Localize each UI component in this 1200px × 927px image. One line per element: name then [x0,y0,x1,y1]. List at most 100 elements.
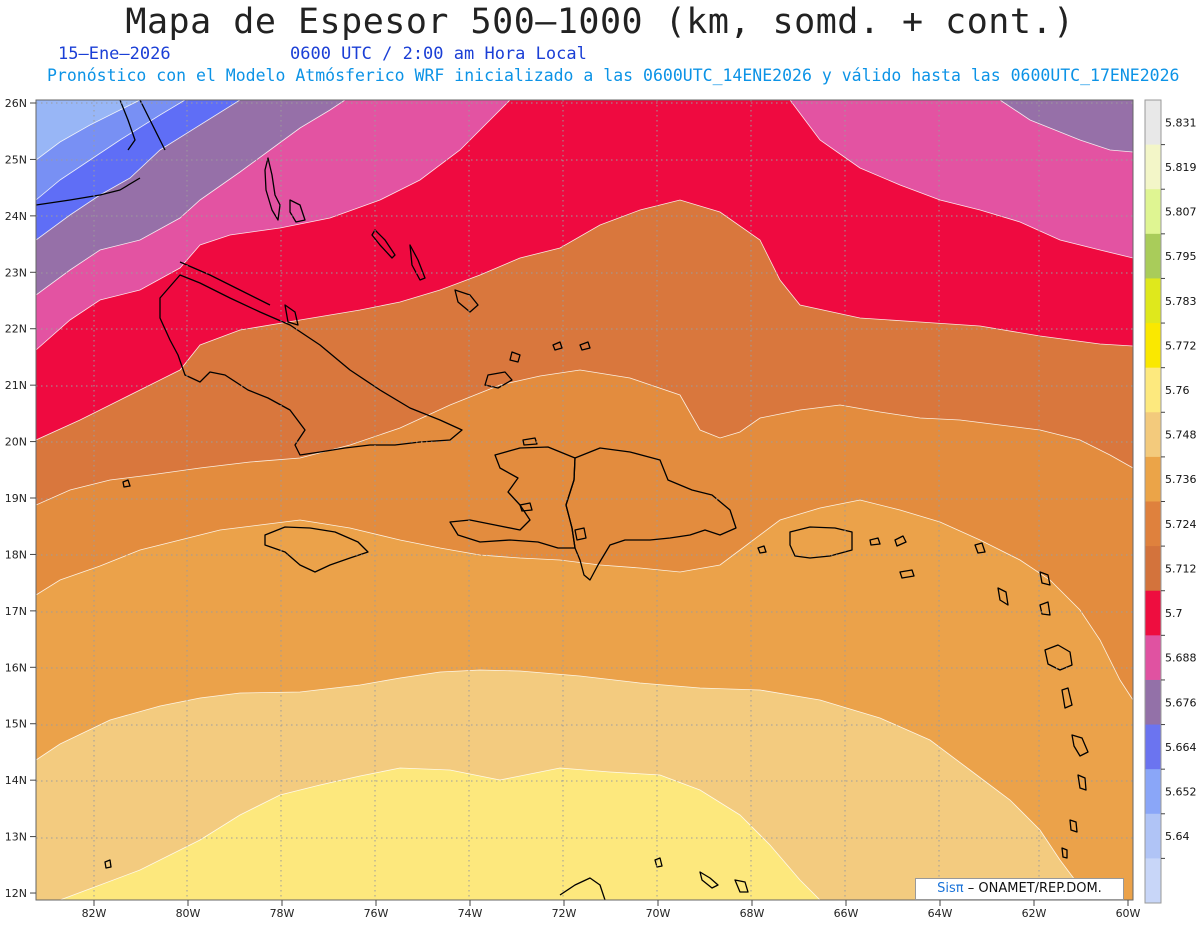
bahamas-island-4 [409,244,426,281]
lat-label-25N: 25N [5,153,27,166]
colorbar-swatch [1145,278,1161,324]
band-5748 [36,670,1085,900]
colorbar-swatch [1145,412,1161,458]
colorbar-swatch [1145,724,1161,770]
grenadines [1061,819,1078,859]
lon-label-66W: 66W [834,907,859,920]
colorbar-swatch [1145,100,1161,146]
dominican-republic-coast [565,447,737,581]
bahamas-island-1 [264,157,281,221]
lesser-antilles-5 [1039,601,1051,616]
band-5700 [36,100,1133,440]
thickness-field [36,100,1133,900]
lat-label-21N: 21N [5,379,27,392]
islet-sw-haiti [574,527,587,541]
lesser-antilles-3 [997,587,1009,606]
small-islet-2 [104,859,112,869]
lat-label-15N: 15N [5,718,27,731]
jamaica-coast [264,526,369,573]
lat-label-26N: 26N [5,97,27,110]
aruba-curacao [699,871,749,893]
colorbar-swatch [1145,233,1161,279]
lat-label-18N: 18N [5,548,27,561]
lesser-antilles-4 [1039,571,1051,586]
colorbar-level-label: 5.688 [1165,652,1197,665]
colorbar-swatch [1145,679,1161,726]
guadeloupe [1044,644,1073,671]
colorbar-level-label: 5.664 [1165,741,1197,754]
lat-label-13N: 13N [5,831,27,844]
lat-label-14N: 14N [5,774,27,787]
lon-label-64W: 64W [928,907,953,920]
florida-keys [36,177,141,206]
martinique [1071,734,1089,757]
band-5736 [36,500,1133,900]
contour-lines [36,100,1133,900]
small-islet-4 [757,545,767,554]
colorbar-level-label: 5.676 [1165,696,1197,709]
colorbar-level-label: 5.652 [1165,785,1197,798]
colorbar-swatch [1145,546,1161,592]
map-frame [35,99,1134,901]
colorbar-level-label: 5.64 [1165,830,1190,843]
lon-label-62W: 62W [1022,907,1047,920]
colorbar-level-label: 5.712 [1165,562,1197,575]
band-5652 [36,100,185,200]
band-5640 [36,100,140,160]
lon-label-80W: 80W [176,907,201,920]
lon-label-70W: 70W [646,907,671,920]
colorbar-swatch [1145,858,1161,904]
lesser-antilles-2 [974,542,986,554]
bahamas-island-6 [284,304,299,326]
map-title: Mapa de Espesor 500–1000 (km, somd. + co… [125,2,1075,42]
colorbar-level-label: 5.736 [1165,473,1197,486]
colorbar-level-label: 5.748 [1165,429,1197,442]
puerto-rico-coast [789,526,853,559]
lon-label-74W: 74W [458,907,483,920]
colorbar-level-label: 5.831 [1165,116,1197,129]
colorbar-level-label: 5.807 [1165,206,1197,219]
turks-caicos-2 [509,351,521,363]
cuba-north-cays [179,261,271,306]
caribbean-cay-1 [579,341,591,351]
colorbar-level-label: 5.772 [1165,339,1197,352]
hispaniola-islet [519,502,533,512]
graticule [36,100,1133,900]
longitude-labels: 82W 80W 78W 76W 74W 72W 70W 68W 66W 64W 62W 60W [82,900,1141,920]
colorbar-swatch [1145,189,1161,235]
model-subtitle: Pronóstico con el Modelo Atmósferico WRF… [47,66,1180,85]
colorbar-level-label: 5.76 [1165,384,1190,397]
lon-label-68W: 68W [740,907,765,920]
colorbar-swatch [1145,367,1161,413]
lesser-antilles-1 [899,569,915,579]
colombia-coast [559,877,606,900]
turks-caicos-1 [484,371,513,389]
bahamas-island-5 [454,289,479,313]
colorbar-swatch [1145,456,1161,502]
lat-label-22N: 22N [5,323,27,336]
colorbar-level-label: 5.724 [1165,518,1197,531]
tortuga-islet [522,437,538,446]
colorbar-level-label: 5.7 [1165,607,1183,620]
colorbar-swatch [1145,813,1161,859]
virgin-islands [869,535,907,547]
lat-label-16N: 16N [5,661,27,674]
latitude-labels: 26N 25N 24N 23N 22N 21N 20N 19N 18N 17N 16N 15N 14N 1… [5,97,36,900]
florida-coast [119,100,166,151]
band-5712 [36,200,1133,505]
dominica [1061,687,1073,709]
credit-text: – ONAMET/REP.DOM. [967,881,1102,896]
small-islet-3 [122,479,131,488]
colorbar-swatch [1145,635,1161,681]
lon-label-72W: 72W [552,907,577,920]
lat-label-19N: 19N [5,492,27,505]
colorbar-swatch [1145,590,1161,636]
lat-label-24N: 24N [5,210,27,223]
bahamas-island-2 [289,199,306,223]
lon-label-76W: 76W [364,907,389,920]
forecast-time: 0600 UTC / 2:00 am Hora Local [290,44,587,64]
credit-box: Sisπ – ONAMET/REP.DOM. [915,878,1124,900]
lat-label-12N: 12N [5,887,27,900]
bahamas-island-3 [371,229,396,259]
